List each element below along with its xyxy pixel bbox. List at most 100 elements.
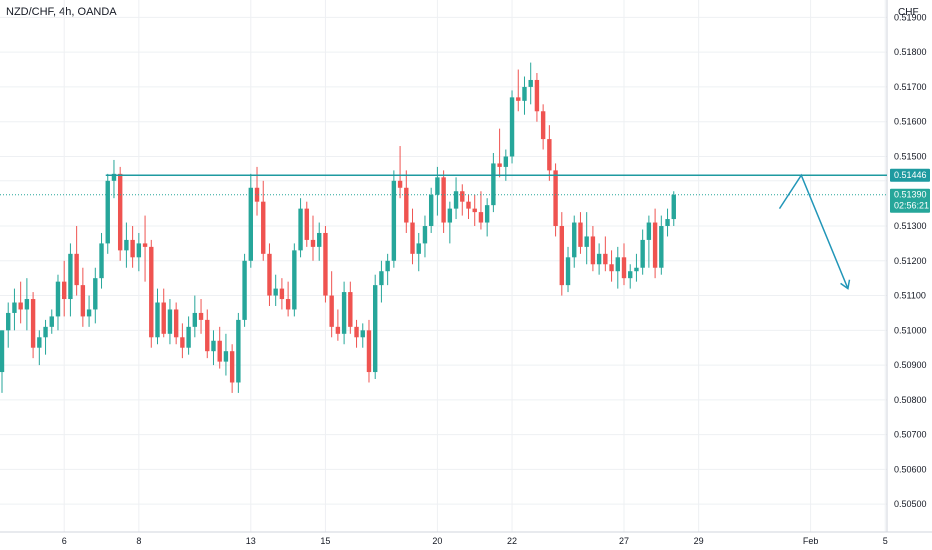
price-axis-currency: CHF <box>898 7 919 18</box>
candle-body <box>590 236 596 265</box>
candle-body <box>155 302 160 338</box>
candle-body <box>348 292 353 327</box>
candle-body <box>665 219 670 227</box>
candle-body <box>584 236 589 247</box>
candle-body <box>329 295 334 327</box>
price-axis[interactable]: 0.51900 0.51800 0.51700 0.51600 0.51500 0.513… <box>894 12 927 509</box>
candle-body <box>640 239 645 268</box>
candle-body <box>379 271 384 286</box>
candle-body <box>484 205 490 223</box>
candle-body <box>24 299 30 310</box>
candle-body <box>659 226 664 268</box>
price-tick-label: 0.51700 <box>894 82 927 92</box>
candle-body <box>211 340 216 352</box>
candle-body <box>572 222 577 258</box>
price-tick-label: 0.51800 <box>894 47 927 57</box>
candle-body <box>261 201 266 254</box>
level-price-label: 0.51446 <box>894 170 927 180</box>
candle-body <box>80 285 86 317</box>
last-price-label: 0.51390 <box>894 190 927 200</box>
candle-body <box>634 267 639 272</box>
candle-body <box>410 222 415 254</box>
candle-body <box>142 243 148 247</box>
candle-body <box>248 187 253 261</box>
candle-body <box>180 337 185 348</box>
projection-arrowhead <box>840 279 851 290</box>
candle-body <box>12 302 17 313</box>
candle-body <box>167 309 173 334</box>
price-tick-label: 0.50800 <box>894 395 927 405</box>
candle-body <box>99 243 104 279</box>
candle-body <box>124 239 129 251</box>
time-tick-label: 15 <box>320 536 330 546</box>
time-tick-label: 27 <box>619 536 629 546</box>
price-tick-label: 0.51200 <box>894 256 927 266</box>
time-tick-label: 29 <box>694 536 704 546</box>
candle-body <box>385 260 390 272</box>
candle-body <box>279 288 285 300</box>
candle-body <box>522 86 527 101</box>
candle-body <box>317 232 322 247</box>
price-tick-label: 0.51300 <box>894 221 927 231</box>
time-axis[interactable]: 6 8 13 15 20 22 27 29 Feb 5 <box>62 536 888 546</box>
candle-body <box>528 79 533 87</box>
candle-body <box>74 253 79 286</box>
candle-body <box>335 326 341 334</box>
candle-body <box>93 278 98 310</box>
candle-body <box>217 340 222 362</box>
candle-body <box>534 79 540 112</box>
candle-body <box>373 285 378 373</box>
candle-body <box>447 208 453 223</box>
candle-body <box>472 208 477 213</box>
time-tick-label: 20 <box>432 536 442 546</box>
candle-body <box>460 191 465 202</box>
candle-body <box>254 187 260 202</box>
candle-body <box>516 97 521 101</box>
candle-body <box>453 191 459 209</box>
price-tick-label: 0.50500 <box>894 499 927 509</box>
price-tick-label: 0.50700 <box>894 430 927 440</box>
candle-body <box>628 271 633 279</box>
chart-title: NZD/CHF, 4h, OANDA <box>6 6 117 18</box>
candle-body <box>428 194 434 227</box>
time-tick-label: 22 <box>507 536 517 546</box>
candle-body <box>229 351 235 383</box>
candles <box>0 62 676 393</box>
candle-body <box>236 319 241 383</box>
candle-body <box>130 239 135 258</box>
candle-body <box>68 253 73 300</box>
candle-body <box>615 257 620 272</box>
candle-body <box>404 187 409 223</box>
projection-path[interactable] <box>778 173 849 289</box>
candle-body <box>205 319 210 352</box>
price-tick-label: 0.51100 <box>894 291 926 301</box>
candle-body <box>603 253 608 265</box>
price-tick-label: 0.51900 <box>894 12 927 22</box>
candle-body <box>86 309 92 317</box>
time-tick-label: 6 <box>62 536 67 546</box>
candle-body <box>117 173 123 251</box>
time-tick-label: Feb <box>803 536 819 546</box>
candle-body <box>671 194 676 220</box>
level-price-badge <box>890 168 930 182</box>
candle-body <box>62 281 67 300</box>
candle-body <box>422 226 428 244</box>
candle-body <box>559 226 564 286</box>
candle-body <box>111 173 117 181</box>
candle-body <box>136 243 142 258</box>
candle-body <box>540 111 546 140</box>
candle-body <box>553 170 558 227</box>
candle-body <box>435 177 440 195</box>
candle-body <box>55 281 61 317</box>
candle-body <box>565 257 571 286</box>
candle-body <box>6 312 11 331</box>
candle-body <box>441 177 446 223</box>
time-tick-label: 13 <box>246 536 256 546</box>
candle-body <box>391 180 397 261</box>
candle-body <box>360 330 365 338</box>
candle-body <box>49 316 54 327</box>
price-tick-label: 0.51000 <box>894 325 927 335</box>
candle-body <box>0 330 5 373</box>
candle-body <box>366 330 372 373</box>
